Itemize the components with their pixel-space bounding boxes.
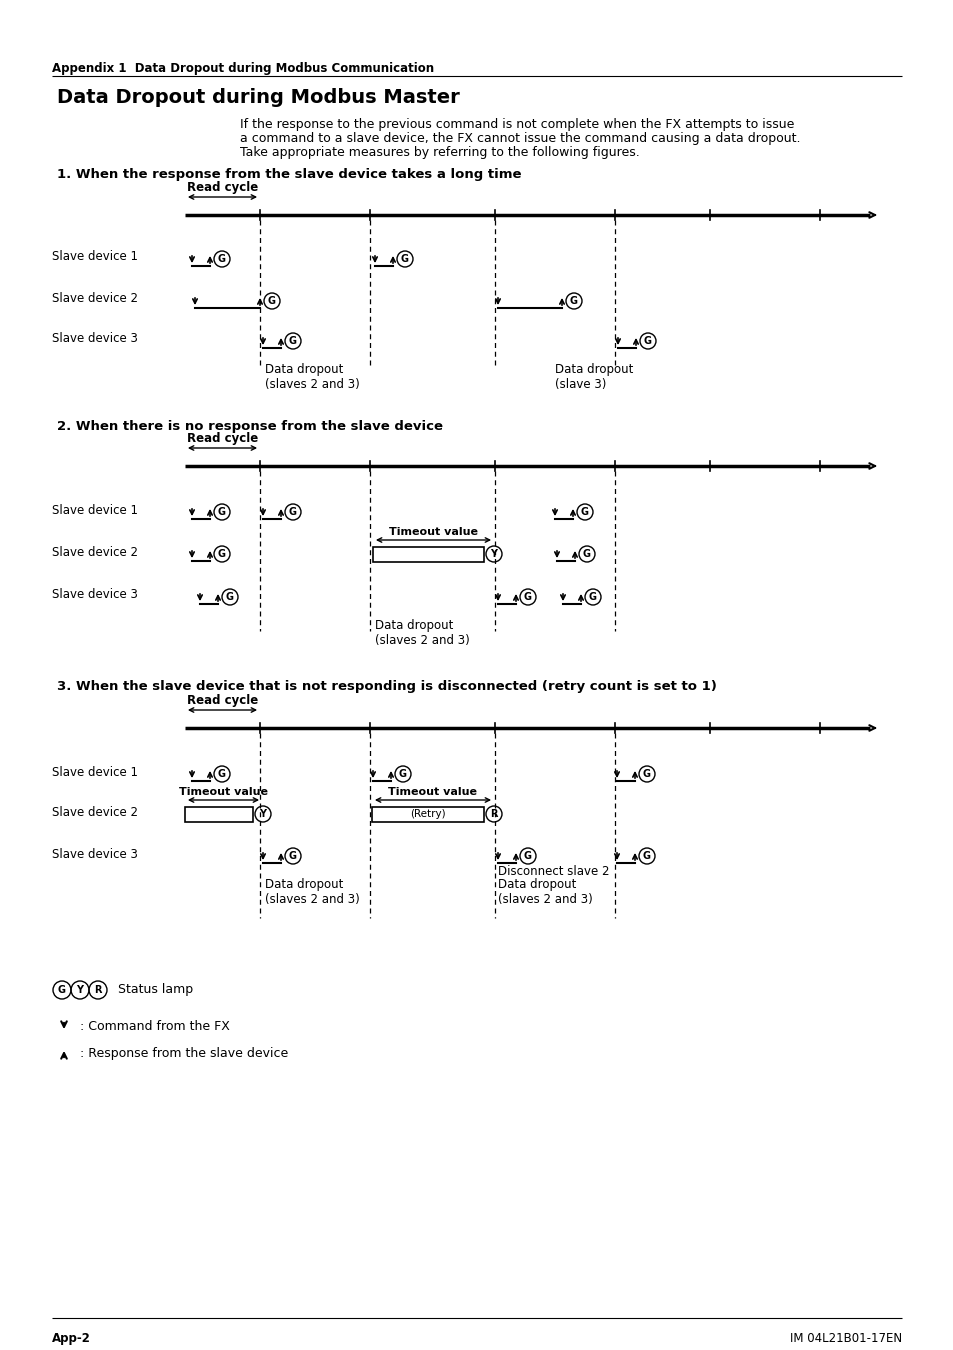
Text: Data dropout
(slave 3): Data dropout (slave 3) xyxy=(555,363,633,392)
Text: G: G xyxy=(642,769,650,779)
Text: Take appropriate measures by referring to the following figures.: Take appropriate measures by referring t… xyxy=(240,146,639,159)
Text: R: R xyxy=(490,809,497,819)
Text: R: R xyxy=(94,986,102,995)
Text: Slave device 1: Slave device 1 xyxy=(52,251,138,263)
Text: 3. When the slave device that is not responding is disconnected (retry count is : 3. When the slave device that is not res… xyxy=(57,680,716,693)
Text: App-2: App-2 xyxy=(52,1332,91,1345)
Text: G: G xyxy=(580,508,588,517)
Text: Status lamp: Status lamp xyxy=(110,984,193,996)
Text: G: G xyxy=(523,593,532,602)
Text: 1. When the response from the slave device takes a long time: 1. When the response from the slave devi… xyxy=(57,167,521,181)
Text: Data dropout
(slaves 2 and 3): Data dropout (slaves 2 and 3) xyxy=(265,878,359,906)
Text: Data dropout
(slaves 2 and 3): Data dropout (slaves 2 and 3) xyxy=(375,620,469,647)
Text: Slave device 1: Slave device 1 xyxy=(52,504,138,517)
Text: G: G xyxy=(398,769,407,779)
Text: Y: Y xyxy=(490,549,497,559)
Bar xyxy=(373,547,483,562)
Text: G: G xyxy=(218,769,226,779)
Text: Read cycle: Read cycle xyxy=(187,432,258,446)
Text: Timeout value: Timeout value xyxy=(388,787,477,796)
Text: Slave device 2: Slave device 2 xyxy=(52,545,138,559)
Text: G: G xyxy=(268,296,275,306)
Text: Y: Y xyxy=(259,809,266,819)
Text: G: G xyxy=(643,336,651,346)
Text: IM 04L21B01-17EN: IM 04L21B01-17EN xyxy=(789,1332,901,1345)
Text: Data Dropout during Modbus Master: Data Dropout during Modbus Master xyxy=(57,88,459,107)
Text: If the response to the previous command is not complete when the FX attempts to : If the response to the previous command … xyxy=(240,117,794,131)
Text: Y: Y xyxy=(76,986,84,995)
Text: Disconnect slave 2: Disconnect slave 2 xyxy=(497,865,609,878)
Text: G: G xyxy=(289,508,296,517)
Text: : Response from the slave device: : Response from the slave device xyxy=(80,1048,288,1061)
Text: Slave device 2: Slave device 2 xyxy=(52,806,138,818)
Text: G: G xyxy=(588,593,597,602)
Text: G: G xyxy=(58,986,66,995)
Text: Read cycle: Read cycle xyxy=(187,694,258,707)
Text: G: G xyxy=(400,254,409,265)
Text: G: G xyxy=(218,254,226,265)
Text: a command to a slave device, the FX cannot issue the command causing a data drop: a command to a slave device, the FX cann… xyxy=(240,132,800,144)
Text: Slave device 1: Slave device 1 xyxy=(52,765,138,779)
Text: Slave device 2: Slave device 2 xyxy=(52,293,138,305)
Text: G: G xyxy=(523,850,532,861)
Text: (Retry): (Retry) xyxy=(410,809,445,819)
Text: G: G xyxy=(642,850,650,861)
Text: Timeout value: Timeout value xyxy=(179,787,268,796)
Text: G: G xyxy=(289,336,296,346)
Text: G: G xyxy=(226,593,233,602)
Text: G: G xyxy=(569,296,578,306)
Text: Slave device 3: Slave device 3 xyxy=(52,848,138,860)
Text: Slave device 3: Slave device 3 xyxy=(52,589,138,602)
Bar xyxy=(372,806,483,822)
Text: G: G xyxy=(289,850,296,861)
Text: Read cycle: Read cycle xyxy=(187,181,258,194)
Bar xyxy=(185,806,253,822)
Text: 2. When there is no response from the slave device: 2. When there is no response from the sl… xyxy=(57,420,442,433)
Text: G: G xyxy=(582,549,590,559)
Text: G: G xyxy=(218,549,226,559)
Text: Timeout value: Timeout value xyxy=(389,526,477,537)
Text: Slave device 3: Slave device 3 xyxy=(52,332,138,346)
Text: Data dropout
(slaves 2 and 3): Data dropout (slaves 2 and 3) xyxy=(497,878,592,906)
Text: Data dropout
(slaves 2 and 3): Data dropout (slaves 2 and 3) xyxy=(265,363,359,392)
Text: : Command from the FX: : Command from the FX xyxy=(80,1019,230,1033)
Text: Appendix 1  Data Dropout during Modbus Communication: Appendix 1 Data Dropout during Modbus Co… xyxy=(52,62,434,76)
Text: G: G xyxy=(218,508,226,517)
